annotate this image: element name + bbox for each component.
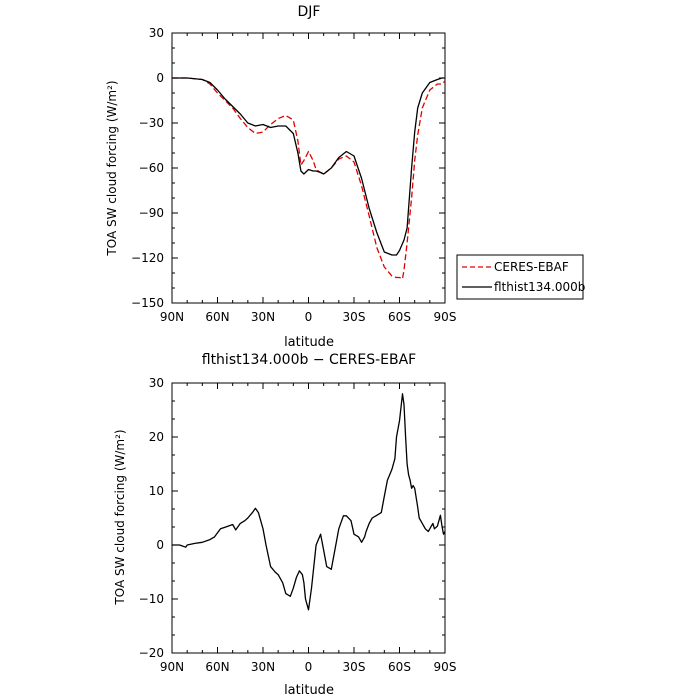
top-plot-area: 90N 60N 30N 0 30S 60S 90S −150 −120 −90 −60 −30 0 30 bbox=[131, 26, 456, 324]
legend-box bbox=[456, 254, 584, 300]
bottom-y-tick-label-2: 0 bbox=[156, 538, 164, 552]
top-x-tick-label-3: 0 bbox=[305, 310, 313, 324]
bottom-x-tick-label-2: 30N bbox=[251, 660, 275, 674]
top-y-tick-label-2: −90 bbox=[139, 206, 164, 220]
bottom-series-line-0 bbox=[172, 393, 446, 611]
bottom-chart-title: flthist134.000b − CERES-EBAF bbox=[202, 352, 416, 368]
top-y-tick-label-1: −120 bbox=[131, 251, 164, 265]
legend-entry-ceres-ebaf: CERES-EBAF bbox=[494, 260, 569, 274]
top-x-tick-label-5: 60S bbox=[388, 310, 411, 324]
top-y-tick-label-3: −60 bbox=[139, 161, 164, 175]
top-series-line-flthist134-000b bbox=[172, 77, 445, 256]
legend-entry-flthist: flthist134.000b bbox=[494, 280, 585, 294]
top-panel: DJF latitude TOA SW cloud forcing (W/m²)… bbox=[105, 4, 585, 350]
top-y-tick-label-0: −150 bbox=[131, 296, 164, 310]
bottom-x-tick-label-1: 60N bbox=[205, 660, 229, 674]
top-x-tick-label-1: 60N bbox=[205, 310, 229, 324]
top-y-tick-label-5: 0 bbox=[156, 71, 164, 85]
bottom-y-tick-label-1: −10 bbox=[139, 592, 164, 606]
top-y-tick-label-4: −30 bbox=[139, 116, 164, 130]
bottom-x-tick-label-6: 90S bbox=[434, 660, 457, 674]
top-x-tick-label-0: 90N bbox=[160, 310, 184, 324]
bottom-x-tick-label-5: 60S bbox=[388, 660, 411, 674]
top-x-tick-label-2: 30N bbox=[251, 310, 275, 324]
bottom-y-tick-label-4: 20 bbox=[149, 430, 164, 444]
bottom-x-axis-label: latitude bbox=[284, 683, 334, 698]
bottom-x-tick-label-0: 90N bbox=[160, 660, 184, 674]
top-x-tick-label-6: 90S bbox=[434, 310, 457, 324]
bottom-y-tick-label-5: 30 bbox=[149, 376, 164, 390]
bottom-x-tick-label-4: 30S bbox=[343, 660, 366, 674]
bottom-plot-area: 90N 60N 30N 0 30S 60S 90S −20 −10 0 10 20 30 bbox=[139, 376, 457, 674]
top-series-line-ceres-ebaf bbox=[172, 77, 446, 280]
top-y-axis-label: TOA SW cloud forcing (W/m²) bbox=[105, 80, 119, 256]
bottom-y-tick-label-3: 10 bbox=[149, 484, 164, 498]
top-chart-title: DJF bbox=[298, 4, 321, 20]
bottom-y-axis-label: TOA SW cloud forcing (W/m²) bbox=[113, 429, 127, 605]
top-y-tick-label-6: 30 bbox=[149, 26, 164, 40]
top-legend: CERES-EBAF flthist134.000b bbox=[456, 254, 585, 300]
bottom-y-tick-label-0: −20 bbox=[139, 646, 164, 660]
bottom-panel: flthist134.000b − CERES-EBAF latitude TO… bbox=[113, 352, 456, 698]
bottom-x-tick-label-3: 0 bbox=[305, 660, 313, 674]
top-x-axis-label: latitude bbox=[284, 335, 334, 350]
top-x-tick-label-4: 30S bbox=[343, 310, 366, 324]
